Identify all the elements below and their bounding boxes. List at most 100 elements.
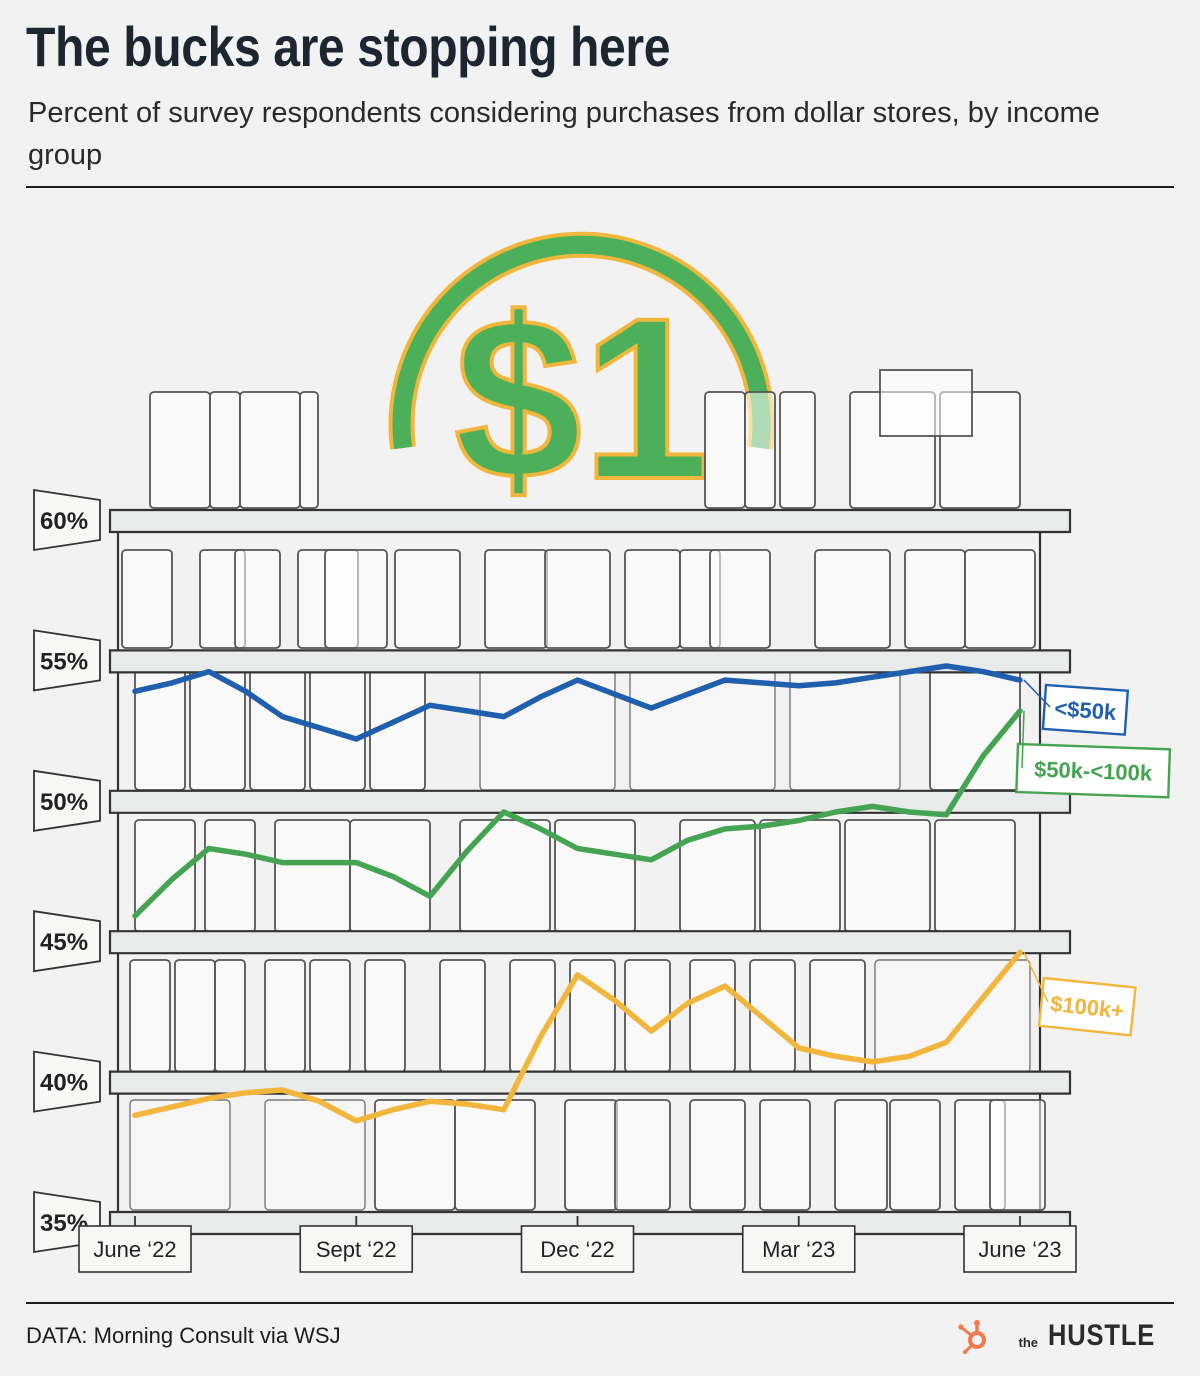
shelf-board (108, 1070, 1072, 1095)
series-label: $50k-<100k (1034, 757, 1154, 786)
x-tick-tag (520, 1225, 635, 1273)
bottom-divider (26, 1302, 1174, 1304)
shelf-board (108, 930, 1072, 955)
y-tick-tag (33, 910, 101, 973)
brand-logo: the HUSTLE (957, 1316, 1175, 1356)
product-sketch (149, 391, 211, 509)
series-label-tag: $100k+ (1037, 976, 1137, 1037)
series-label-string (1023, 952, 1049, 1003)
product-sketch (789, 669, 901, 791)
product-sketch (844, 819, 931, 933)
y-tick-tag (33, 488, 101, 552)
x-tick-label: Dec ‘22 (540, 1237, 615, 1262)
product-sketch (544, 549, 611, 649)
shelf-board (108, 508, 1072, 534)
product-sketch (454, 1099, 536, 1211)
hubspot-sprocket-icon (957, 1320, 986, 1354)
series-label-box (1041, 683, 1130, 736)
product-sketch (564, 1099, 618, 1211)
product-sketch (309, 959, 351, 1073)
shelf-board (108, 649, 1072, 674)
x-tick-label: Mar ‘23 (762, 1237, 835, 1262)
y-tick-label: 55% (40, 648, 88, 675)
y-tick-label: 60% (40, 508, 88, 535)
x-tick-label: June ‘23 (978, 1237, 1061, 1262)
product-sketch (874, 959, 1031, 1073)
product-sketch (689, 1099, 746, 1211)
series-line (132, 949, 1023, 1124)
brand-name: HUSTLE (1048, 1319, 1156, 1352)
product-sketch (134, 819, 196, 933)
x-tick-label: June ‘22 (93, 1237, 176, 1262)
product-sketch (934, 819, 1016, 933)
product-sketch (744, 391, 776, 509)
y-axis: 60%55%50%45%40%35% (33, 488, 101, 1254)
y-tick-label: 50% (40, 789, 88, 816)
product-sketch (274, 819, 351, 933)
series-label: <$50k (1054, 696, 1118, 725)
x-tick-tag (78, 1225, 192, 1273)
x-tick-tag (741, 1225, 856, 1273)
product-sketch (394, 549, 461, 649)
top-divider (26, 186, 1174, 188)
source-note: DATA: Morning Consult via WSJ (26, 1323, 341, 1348)
product-sketch (209, 391, 241, 509)
series-label-tag: <$50k (1041, 683, 1130, 736)
y-tick-tag (33, 1050, 101, 1113)
product-sketch (624, 549, 681, 649)
product-sketch (234, 549, 281, 649)
x-tick-tag (963, 1225, 1077, 1273)
product-sketch (129, 959, 171, 1073)
product-sketch (889, 1099, 941, 1211)
product-sketch (689, 959, 736, 1073)
product-sketch (174, 959, 216, 1073)
product-sketch (554, 819, 636, 933)
product-sketch (129, 1099, 231, 1211)
product-sketch (989, 1099, 1046, 1211)
product-sketch (439, 959, 486, 1073)
product-sketch (879, 369, 973, 437)
y-tick-label: 45% (40, 929, 88, 956)
product-sketch (214, 959, 246, 1073)
product-sketch (459, 819, 551, 933)
y-tick-label: 40% (40, 1070, 88, 1097)
product-sketch (204, 819, 256, 933)
series-label-tag: $50k-<100k (1015, 742, 1172, 799)
x-tick-tag (299, 1225, 414, 1273)
product-sketch (324, 549, 388, 649)
product-sketch (704, 391, 746, 509)
product-sketch (264, 959, 306, 1073)
product-sketch (249, 669, 306, 791)
product-sketch (239, 391, 301, 509)
series-label-box (1037, 976, 1137, 1037)
series-line (132, 663, 1023, 742)
product-sketch (299, 391, 319, 509)
shelf-board (108, 789, 1072, 814)
dollar-store-line-chart: $1 60%55%50%45%40%35% June ‘22 Sept ‘22 De… (33, 231, 1172, 1273)
product-sketch (964, 549, 1036, 649)
brand-small-text: the (1018, 1335, 1039, 1350)
x-axis: June ‘22 Sept ‘22 Dec ‘22 Mar ‘23 June ‘23 (78, 1216, 1077, 1273)
series-lines (132, 663, 1023, 1124)
product-sketch (834, 1099, 888, 1211)
product-sketch (121, 549, 173, 649)
series-label-string (1023, 679, 1051, 708)
dollar-coin-illustration: $1 (388, 231, 775, 529)
coin-label: $1 (454, 270, 710, 527)
product-sketch (759, 1099, 811, 1211)
page-subtitle: Percent of survey respondents considerin… (28, 97, 1100, 171)
product-sketch (614, 1099, 671, 1211)
series-label-box (1015, 742, 1172, 799)
product-sketch (709, 549, 771, 649)
product-sketch (759, 819, 841, 933)
series-label-string (1021, 710, 1025, 769)
product-sketch (484, 549, 548, 649)
product-sketch (814, 549, 891, 649)
series-line (132, 708, 1023, 919)
series-labels: <$50k $50k-<100k $100k+ (1015, 679, 1172, 1037)
y-tick-tag (33, 769, 101, 832)
x-tick-label: Sept ‘22 (316, 1237, 397, 1262)
product-sketch (779, 391, 816, 509)
product-sketch (374, 1099, 456, 1211)
page-title: The bucks are stopping here (26, 15, 671, 78)
